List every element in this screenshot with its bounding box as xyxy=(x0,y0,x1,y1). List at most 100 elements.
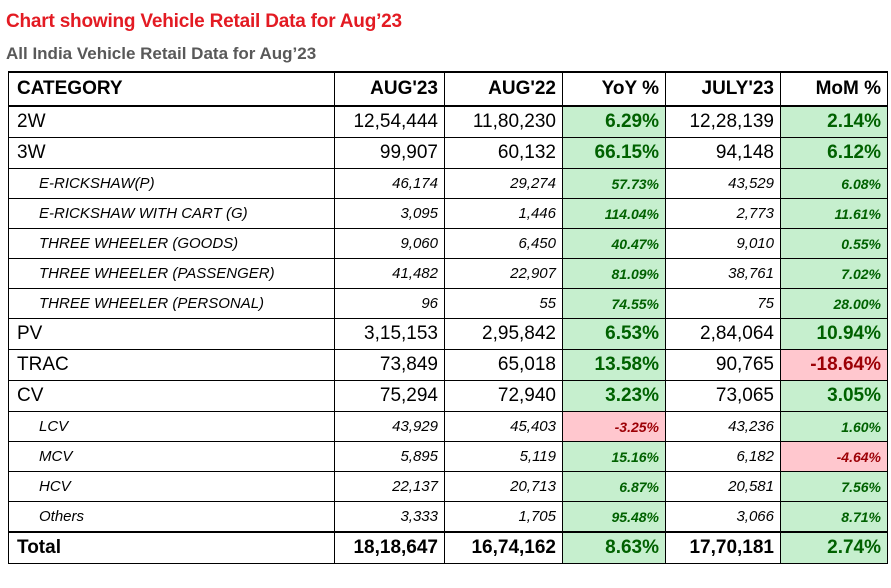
category-cell: Others xyxy=(8,501,335,533)
aug23-cell: 96 xyxy=(334,288,445,319)
july23-cell: 73,065 xyxy=(665,380,781,412)
table-row: MCV 5,895 5,119 15.16% 6,182 -4.64% xyxy=(8,441,888,472)
yoy-cell: 15.16% xyxy=(562,441,666,472)
july23-cell: 90,765 xyxy=(665,349,781,381)
table-row: E-RICKSHAW(P) 46,174 29,274 57.73% 43,529 6.0… xyxy=(8,168,888,199)
mom-cell: 1.60% xyxy=(780,411,888,442)
yoy-cell: 3.23% xyxy=(562,380,666,412)
july23-cell: 12,28,139 xyxy=(665,105,781,138)
mom-cell: -4.64% xyxy=(780,441,888,472)
header-july23: JULY'23 xyxy=(665,71,781,107)
aug23-cell: 3,095 xyxy=(334,198,445,229)
yoy-cell: 57.73% xyxy=(562,168,666,199)
table-row: HCV 22,137 20,713 6.87% 20,581 7.56% xyxy=(8,471,888,502)
july23-cell: 38,761 xyxy=(665,258,781,289)
chart-title: Chart showing Vehicle Retail Data for Au… xyxy=(6,11,402,32)
table-row: THREE WHEELER (PASSENGER) 41,482 22,907 81.… xyxy=(8,258,888,289)
mom-cell: 6.08% xyxy=(780,168,888,199)
yoy-cell: 66.15% xyxy=(562,137,666,169)
aug22-cell: 11,80,230 xyxy=(444,105,563,138)
category-cell: TRAC xyxy=(8,349,335,381)
category-cell: 3W xyxy=(8,137,335,169)
mom-cell: 0.55% xyxy=(780,228,888,259)
category-cell: PV xyxy=(8,318,335,350)
total-aug22: 16,74,162 xyxy=(444,531,563,564)
table-row: 3W 99,907 60,132 66.15% 94,148 6.12% xyxy=(8,137,888,169)
yoy-cell: 6.53% xyxy=(562,318,666,350)
table-row: E-RICKSHAW WITH CART (G) 3,095 1,446 114.04… xyxy=(8,198,888,229)
yoy-cell: 13.58% xyxy=(562,349,666,381)
aug22-cell: 29,274 xyxy=(444,168,563,199)
aug22-cell: 1,446 xyxy=(444,198,563,229)
table-row: THREE WHEELER (GOODS) 9,060 6,450 40.47% 9,0… xyxy=(8,228,888,259)
aug23-cell: 22,137 xyxy=(334,471,445,502)
july23-cell: 43,236 xyxy=(665,411,781,442)
aug22-cell: 5,119 xyxy=(444,441,563,472)
mom-cell: 10.94% xyxy=(780,318,888,350)
table-row: Others 3,333 1,705 95.48% 3,066 8.71% xyxy=(8,501,888,533)
mom-cell: 8.71% xyxy=(780,501,888,533)
total-aug23: 18,18,647 xyxy=(334,531,445,564)
total-july23: 17,70,181 xyxy=(665,531,781,564)
aug22-cell: 65,018 xyxy=(444,349,563,381)
table-row: LCV 43,929 45,403 -3.25% 43,236 1.60% xyxy=(8,411,888,442)
table-row: 2W 12,54,444 11,80,230 6.29% 12,28,139 2.14% xyxy=(8,105,888,138)
aug23-cell: 12,54,444 xyxy=(334,105,445,138)
vehicle-retail-table: CATEGORY AUG'23 AUG'22 YoY % JULY'23 MoM… xyxy=(8,71,888,564)
mom-cell: 7.56% xyxy=(780,471,888,502)
yoy-cell: 81.09% xyxy=(562,258,666,289)
july23-cell: 3,066 xyxy=(665,501,781,533)
aug23-cell: 41,482 xyxy=(334,258,445,289)
july23-cell: 9,010 xyxy=(665,228,781,259)
category-cell: THREE WHEELER (PERSONAL) xyxy=(8,288,335,319)
yoy-cell: -3.25% xyxy=(562,411,666,442)
mom-cell: 3.05% xyxy=(780,380,888,412)
category-cell: THREE WHEELER (GOODS) xyxy=(8,228,335,259)
aug22-cell: 2,95,842 xyxy=(444,318,563,350)
aug23-cell: 75,294 xyxy=(334,380,445,412)
mom-cell: 2.14% xyxy=(780,105,888,138)
aug23-cell: 99,907 xyxy=(334,137,445,169)
aug23-cell: 43,929 xyxy=(334,411,445,442)
july23-cell: 94,148 xyxy=(665,137,781,169)
header-yoy: YoY % xyxy=(562,71,666,107)
total-mom: 2.74% xyxy=(780,531,888,564)
aug22-cell: 55 xyxy=(444,288,563,319)
july23-cell: 2,84,064 xyxy=(665,318,781,350)
table-row: PV 3,15,153 2,95,842 6.53% 2,84,064 10.94% xyxy=(8,318,888,350)
aug22-cell: 1,705 xyxy=(444,501,563,533)
aug23-cell: 9,060 xyxy=(334,228,445,259)
table-row: TRAC 73,849 65,018 13.58% 90,765 -18.64% xyxy=(8,349,888,381)
yoy-cell: 114.04% xyxy=(562,198,666,229)
header-category: CATEGORY xyxy=(8,71,335,107)
mom-cell: 7.02% xyxy=(780,258,888,289)
yoy-cell: 6.87% xyxy=(562,471,666,502)
yoy-cell: 6.29% xyxy=(562,105,666,138)
july23-cell: 2,773 xyxy=(665,198,781,229)
header-aug22: AUG'22 xyxy=(444,71,563,107)
category-cell: THREE WHEELER (PASSENGER) xyxy=(8,258,335,289)
aug23-cell: 46,174 xyxy=(334,168,445,199)
category-cell: HCV xyxy=(8,471,335,502)
table-subtitle: All India Vehicle Retail Data for Aug’23 xyxy=(6,44,317,63)
aug22-cell: 22,907 xyxy=(444,258,563,289)
category-cell: CV xyxy=(8,380,335,412)
total-yoy: 8.63% xyxy=(562,531,666,564)
aug22-cell: 60,132 xyxy=(444,137,563,169)
aug23-cell: 3,333 xyxy=(334,501,445,533)
july23-cell: 43,529 xyxy=(665,168,781,199)
yoy-cell: 95.48% xyxy=(562,501,666,533)
mom-cell: -18.64% xyxy=(780,349,888,381)
mom-cell: 11.61% xyxy=(780,198,888,229)
aug22-cell: 45,403 xyxy=(444,411,563,442)
aug23-cell: 73,849 xyxy=(334,349,445,381)
category-cell: LCV xyxy=(8,411,335,442)
total-row: Total 18,18,647 16,74,162 8.63% 17,70,181 2.7… xyxy=(8,531,888,564)
category-cell: E-RICKSHAW(P) xyxy=(8,168,335,199)
yoy-cell: 40.47% xyxy=(562,228,666,259)
category-cell: 2W xyxy=(8,105,335,138)
header-mom: MoM % xyxy=(780,71,888,107)
mom-cell: 6.12% xyxy=(780,137,888,169)
aug22-cell: 72,940 xyxy=(444,380,563,412)
category-cell: MCV xyxy=(8,441,335,472)
